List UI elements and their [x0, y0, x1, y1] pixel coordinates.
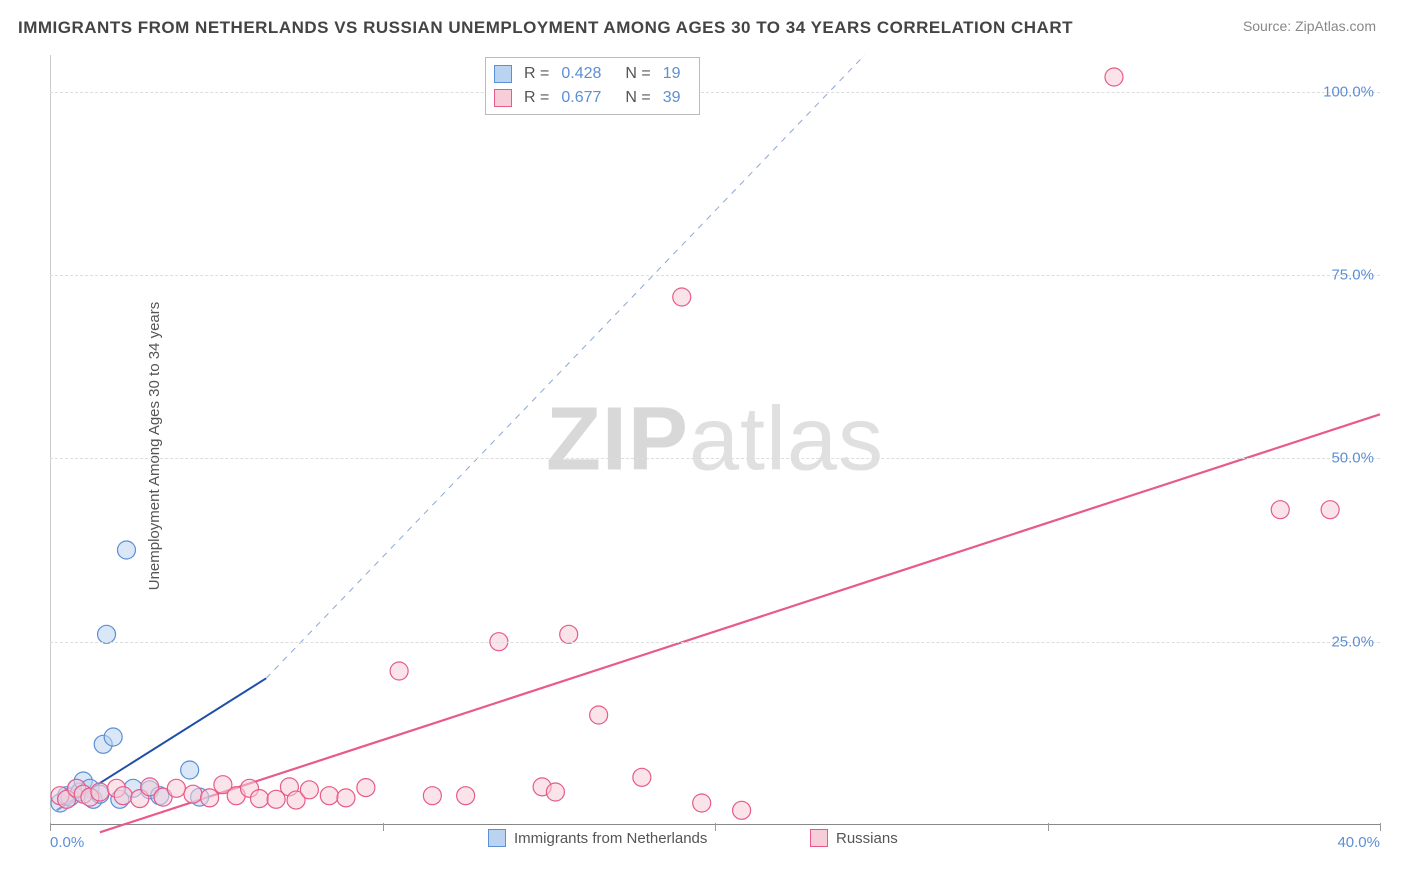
plot-area: ZIPatlas 25.0%50.0%75.0%100.0% 0.0%40.0%…: [50, 55, 1380, 825]
gridline: [50, 275, 1380, 276]
chart-title: IMMIGRANTS FROM NETHERLANDS VS RUSSIAN U…: [18, 18, 1073, 38]
data-point: [114, 787, 132, 805]
source-attribution: Source: ZipAtlas.com: [1243, 18, 1376, 34]
data-point: [98, 625, 116, 643]
data-point: [1105, 68, 1123, 86]
r-label: R =: [524, 86, 549, 110]
data-point: [590, 706, 608, 724]
x-tick: [1380, 823, 1381, 831]
y-tick-label: 50.0%: [1331, 450, 1374, 467]
plot-svg: [50, 55, 1380, 825]
bottom-legend: Immigrants from Netherlands Russians: [50, 829, 1380, 853]
series-swatch: [494, 65, 512, 83]
n-label: N =: [625, 62, 650, 86]
data-point: [91, 783, 109, 801]
data-point: [167, 779, 185, 797]
n-value: 19: [663, 62, 691, 86]
data-point: [457, 787, 475, 805]
data-point: [546, 783, 564, 801]
data-point: [300, 781, 318, 799]
gridline: [50, 92, 1380, 93]
trend-line: [100, 414, 1380, 832]
legend-swatch: [488, 829, 506, 847]
r-label: R =: [524, 62, 549, 86]
data-point: [337, 789, 355, 807]
trend-line-extension: [266, 55, 865, 678]
data-point: [181, 761, 199, 779]
data-point: [320, 787, 338, 805]
data-point: [673, 288, 691, 306]
data-point: [357, 779, 375, 797]
stats-row: R = 0.677 N = 39: [494, 86, 691, 110]
data-point: [733, 801, 751, 819]
data-point: [560, 625, 578, 643]
y-tick-label: 25.0%: [1331, 633, 1374, 650]
n-value: 39: [663, 86, 691, 110]
r-value: 0.677: [561, 86, 613, 110]
r-value: 0.428: [561, 62, 613, 86]
stats-legend-box: R = 0.428 N = 19 R = 0.677 N = 39: [485, 57, 700, 115]
data-point: [423, 787, 441, 805]
data-point: [184, 785, 202, 803]
data-point: [390, 662, 408, 680]
data-point: [1321, 501, 1339, 519]
data-point: [1271, 501, 1289, 519]
legend-label: Immigrants from Netherlands: [514, 830, 707, 847]
y-tick-label: 75.0%: [1331, 267, 1374, 284]
data-point: [633, 768, 651, 786]
data-point: [250, 790, 268, 808]
legend-swatch: [810, 829, 828, 847]
legend-item: Immigrants from Netherlands: [488, 829, 707, 847]
data-point: [117, 541, 135, 559]
legend-label: Russians: [836, 830, 898, 847]
gridline: [50, 642, 1380, 643]
legend-item: Russians: [810, 829, 898, 847]
y-tick-label: 100.0%: [1323, 83, 1374, 100]
data-point: [104, 728, 122, 746]
n-label: N =: [625, 86, 650, 110]
data-point: [201, 789, 219, 807]
series-swatch: [494, 89, 512, 107]
data-point: [693, 794, 711, 812]
gridline: [50, 458, 1380, 459]
stats-row: R = 0.428 N = 19: [494, 62, 691, 86]
